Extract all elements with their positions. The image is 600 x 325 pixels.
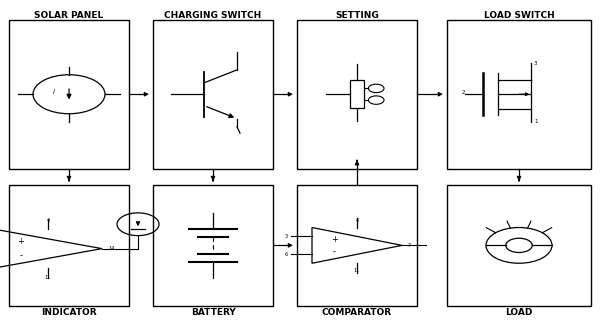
Bar (447, 185, 591, 306)
Text: 11: 11 (45, 275, 51, 280)
Text: -: - (19, 251, 22, 260)
Bar (350, 81, 364, 108)
Text: +: + (17, 237, 25, 246)
Text: 7: 7 (408, 243, 411, 248)
Text: CHARGING SWITCH: CHARGING SWITCH (164, 11, 262, 20)
Bar (9, 185, 129, 306)
Text: 4: 4 (46, 218, 50, 223)
Text: SETTING: SETTING (335, 11, 379, 20)
Text: 14: 14 (108, 246, 114, 251)
Text: 4: 4 (355, 218, 359, 223)
Text: BATTERY: BATTERY (191, 308, 235, 317)
Bar (9, 20, 129, 169)
Bar (153, 20, 273, 169)
Bar (447, 20, 591, 169)
Text: 2: 2 (462, 90, 466, 95)
Bar (153, 185, 273, 306)
Text: SOLAR PANEL: SOLAR PANEL (34, 11, 104, 20)
Text: -: - (333, 247, 336, 256)
Text: 11: 11 (354, 268, 360, 273)
Bar (297, 20, 417, 169)
Text: 6: 6 (285, 252, 288, 257)
Text: 3: 3 (285, 234, 288, 239)
Text: LOAD: LOAD (505, 308, 533, 317)
Bar (297, 185, 417, 306)
Text: LOAD SWITCH: LOAD SWITCH (484, 11, 554, 20)
Text: 1: 1 (534, 119, 538, 124)
Text: i: i (53, 89, 55, 95)
Text: COMPARATOR: COMPARATOR (322, 308, 392, 317)
Text: +: + (331, 235, 338, 244)
Text: 3: 3 (534, 61, 538, 66)
Text: INDICATOR: INDICATOR (41, 308, 97, 317)
